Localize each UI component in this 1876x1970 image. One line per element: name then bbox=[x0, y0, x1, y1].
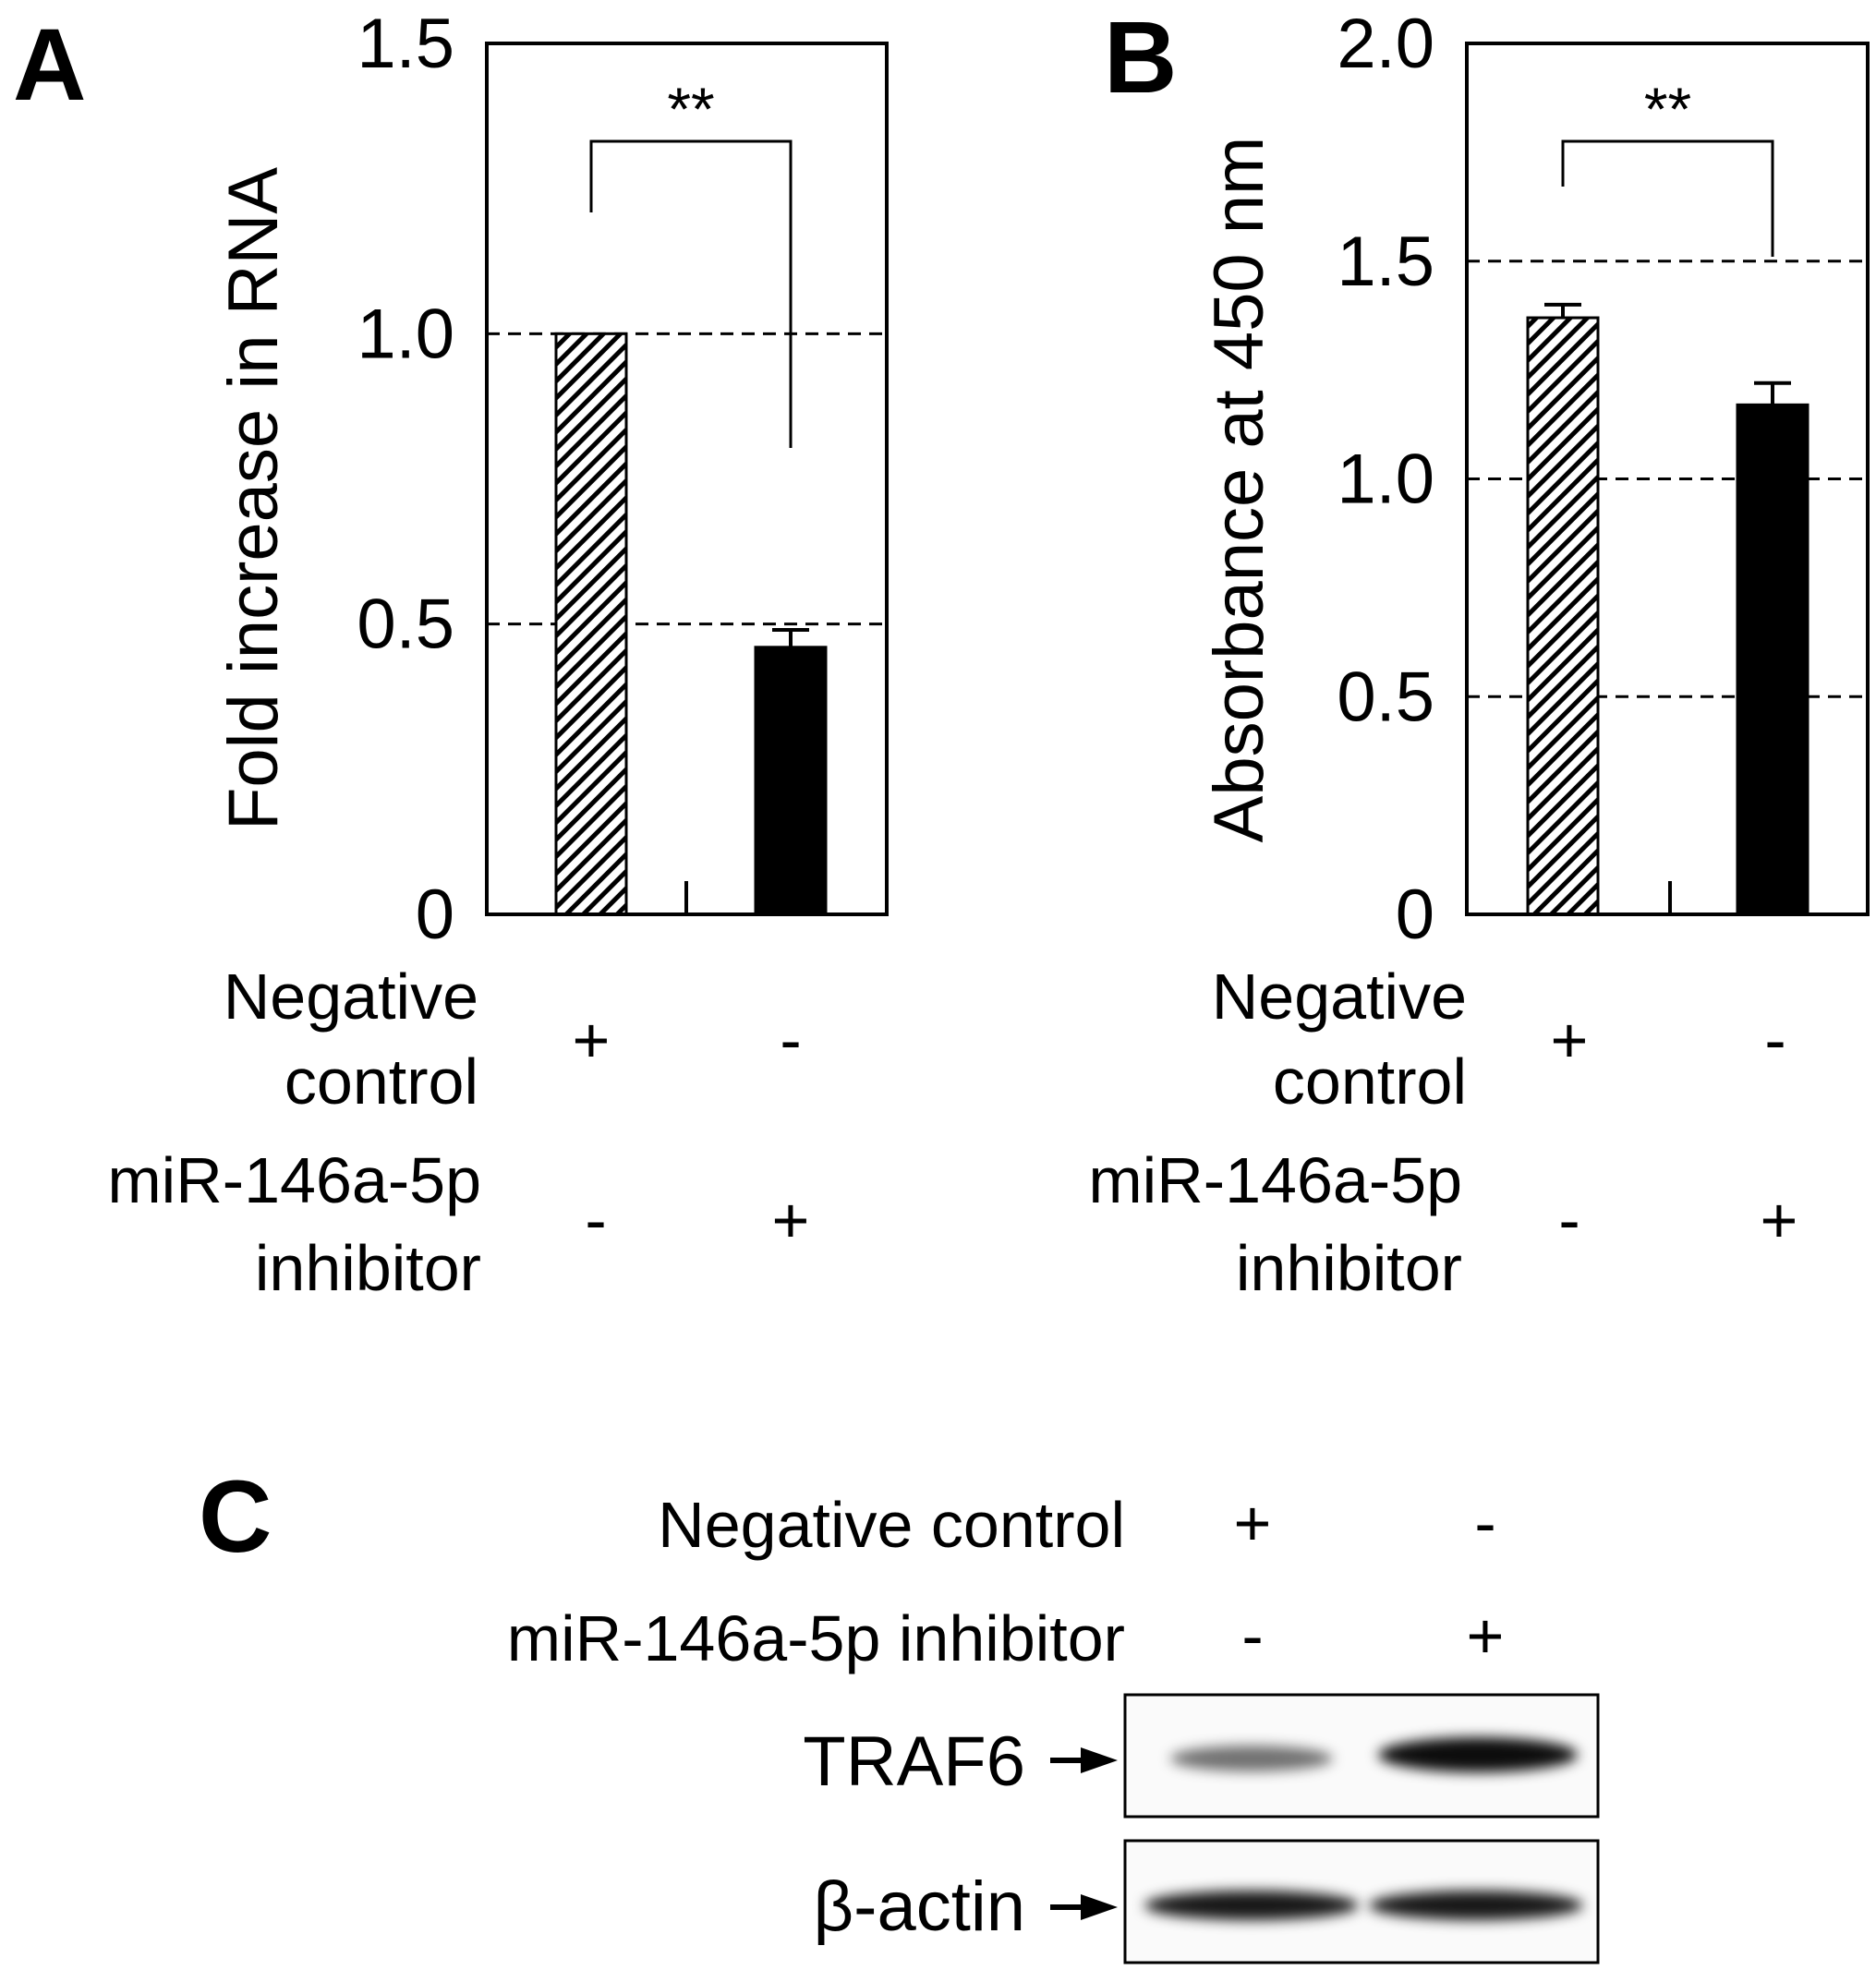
row-label-negative-control: Negative bbox=[1212, 961, 1467, 1033]
panel-c: C Negative control + - miR-146a-5p inhib… bbox=[199, 1460, 1600, 1964]
blot-label-beta-actin: β-actin bbox=[813, 1867, 1025, 1946]
bar-1 bbox=[554, 332, 628, 916]
plot-frame bbox=[1465, 42, 1870, 916]
row-label-negative-control: Negative bbox=[224, 961, 478, 1033]
bar-1 bbox=[1526, 316, 1600, 916]
row-mark-inh-bar1: - bbox=[1558, 1184, 1579, 1256]
row-label-negative-control-line2: control bbox=[1273, 1045, 1467, 1118]
significance-label: ** bbox=[1644, 75, 1691, 143]
panel-a: A Fold increase in RNA 0 0.5 1.0 1.5 ** Nega… bbox=[13, 5, 889, 1304]
y-tick-label: 1.5 bbox=[357, 5, 454, 83]
row-mark-nc-bar1: + bbox=[1551, 1004, 1589, 1076]
y-axis-label: Fold increase in RNA bbox=[214, 167, 293, 830]
bar-chart-a: 0 0.5 1.0 1.5 ** bbox=[357, 5, 889, 954]
significance-bracket bbox=[589, 139, 793, 448]
y-tick-label: 0 bbox=[416, 876, 454, 954]
y-tick-label: 1.5 bbox=[1337, 223, 1434, 301]
row-mark-inh-bar2: + bbox=[772, 1184, 810, 1256]
panel-letter-b: B bbox=[1104, 1, 1177, 115]
blot-band-actin-lane2 bbox=[1369, 1891, 1583, 1920]
row-label-inhibitor-line2: inhibitor bbox=[1236, 1232, 1462, 1304]
panel-letter-a: A bbox=[13, 8, 86, 122]
panel-letter-c: C bbox=[199, 1460, 272, 1574]
y-tick-label: 0.5 bbox=[1337, 658, 1434, 736]
significance-label: ** bbox=[667, 75, 714, 143]
row-mark-inh-lane2: + bbox=[1467, 1600, 1505, 1672]
y-tick-label: 0.5 bbox=[357, 586, 454, 664]
row-mark-inh-bar2: + bbox=[1761, 1184, 1798, 1256]
row-mark-nc-lane1: + bbox=[1234, 1487, 1272, 1559]
y-tick-label: 1.0 bbox=[1337, 441, 1434, 519]
y-tick-label: 0 bbox=[1396, 876, 1434, 954]
bar-chart-b: 0 0.5 1.0 1.5 2.0 ** bbox=[1337, 5, 1870, 954]
blot-label-traf6: TRAF6 bbox=[803, 1722, 1025, 1801]
row-mark-nc-bar2: - bbox=[780, 1004, 801, 1076]
blot-band-actin-lane1 bbox=[1144, 1891, 1359, 1920]
bar-2 bbox=[754, 646, 828, 916]
row-mark-nc-bar2: - bbox=[1764, 1004, 1785, 1076]
blot-band-traf6-lane2 bbox=[1378, 1737, 1578, 1772]
significance-bracket bbox=[1561, 139, 1774, 257]
y-axis-label: Absorbance at 450 nm bbox=[1200, 137, 1278, 843]
blot-band-traf6-lane1 bbox=[1170, 1746, 1333, 1771]
row-mark-nc-lane2: - bbox=[1474, 1487, 1495, 1559]
row-label-inhibitor-line2: inhibitor bbox=[255, 1232, 481, 1304]
bar-2 bbox=[1736, 403, 1809, 916]
y-tick-label: 2.0 bbox=[1337, 5, 1434, 83]
row-mark-nc-bar1: + bbox=[573, 1004, 611, 1076]
row-mark-inh-bar1: - bbox=[585, 1184, 606, 1256]
row-label-inhibitor: miR-146a-5p inhibitor bbox=[507, 1602, 1125, 1674]
row-mark-inh-lane1: - bbox=[1241, 1600, 1263, 1672]
arrow-right-icon bbox=[1050, 1894, 1118, 1920]
row-label-inhibitor: miR-146a-5p bbox=[107, 1144, 481, 1216]
arrow-right-icon bbox=[1050, 1747, 1118, 1773]
row-label-negative-control-line2: control bbox=[284, 1045, 478, 1118]
panel-b: B Absorbance at 450 nm 0 0.5 1.0 1.5 2.0 ** N… bbox=[1088, 1, 1870, 1304]
row-label-inhibitor: miR-146a-5p bbox=[1088, 1144, 1462, 1216]
row-label-negative-control: Negative control bbox=[658, 1489, 1125, 1561]
y-tick-label: 1.0 bbox=[357, 295, 454, 373]
